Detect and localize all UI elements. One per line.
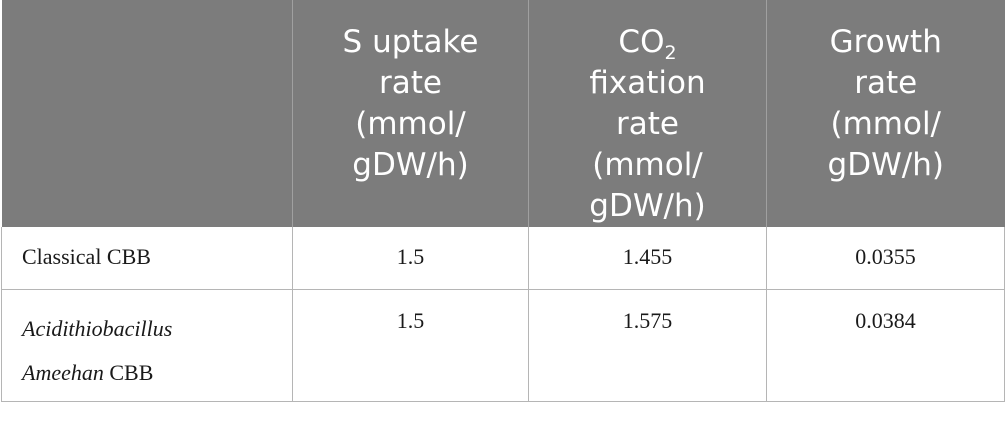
header-line: (mmol/	[355, 106, 466, 142]
row-label: Acidithiobacillus Ameehan CBB	[1, 289, 293, 402]
cell-value: 0.0355	[855, 244, 916, 269]
cell-value: 0.0384	[855, 307, 916, 333]
cell-co2-fixation: 1.575	[528, 289, 767, 402]
cell-value: 1.5	[396, 307, 425, 333]
table-row: Classical CBB 1.5 1.455 0.0355	[1, 227, 1005, 290]
row-label-text: Classical CBB	[22, 244, 151, 269]
row-label-italic: Acidithiobacillus	[22, 315, 173, 341]
data-table: S uptake rate (mmol/ gDW/h) CO2 fixation…	[1, 0, 1005, 402]
row-label-suffix: CBB	[103, 359, 154, 385]
header-s-uptake-rate: S uptake rate (mmol/ gDW/h)	[292, 0, 529, 227]
header-line: rate	[854, 65, 918, 101]
row-label-line-1: Acidithiobacillus	[22, 307, 292, 351]
header-line: gDW/h)	[352, 147, 469, 183]
header-line: (mmol/	[592, 147, 703, 183]
header-growth-rate: Growth rate (mmol/ gDW/h)	[766, 0, 1005, 227]
header-line: rate	[379, 65, 442, 101]
row-label: Classical CBB	[1, 227, 293, 290]
header-line: Growth	[829, 24, 942, 60]
header-co2-fixation-rate: CO2 fixation rate (mmol/ gDW/h)	[528, 0, 767, 227]
header-line: gDW/h)	[589, 188, 706, 224]
header-line-co2: CO2	[539, 22, 756, 63]
co2-prefix: CO	[618, 24, 665, 60]
cell-co2-fixation: 1.455	[528, 227, 767, 290]
cell-value: 1.575	[622, 307, 673, 333]
header-line: (mmol/	[830, 106, 941, 142]
cell-s-uptake: 1.5	[292, 289, 529, 402]
cell-s-uptake: 1.5	[292, 227, 529, 290]
cell-growth: 0.0355	[766, 227, 1005, 290]
co2-subscript: 2	[664, 42, 677, 64]
cell-value: 1.455	[622, 244, 673, 269]
table-row: Acidithiobacillus Ameehan CBB 1.5 1.575 …	[1, 289, 1005, 402]
cell-value: 1.5	[396, 244, 425, 269]
header-row: S uptake rate (mmol/ gDW/h) CO2 fixation…	[1, 0, 1005, 227]
header-line: S uptake	[342, 24, 479, 60]
row-label-italic: Ameehan	[22, 359, 104, 385]
cell-growth: 0.0384	[766, 289, 1005, 402]
header-line: gDW/h)	[827, 147, 944, 183]
row-label-line-2: Ameehan CBB	[22, 351, 292, 395]
header-line: rate	[616, 106, 679, 142]
header-empty	[1, 0, 293, 227]
header-line: fixation	[589, 65, 706, 101]
